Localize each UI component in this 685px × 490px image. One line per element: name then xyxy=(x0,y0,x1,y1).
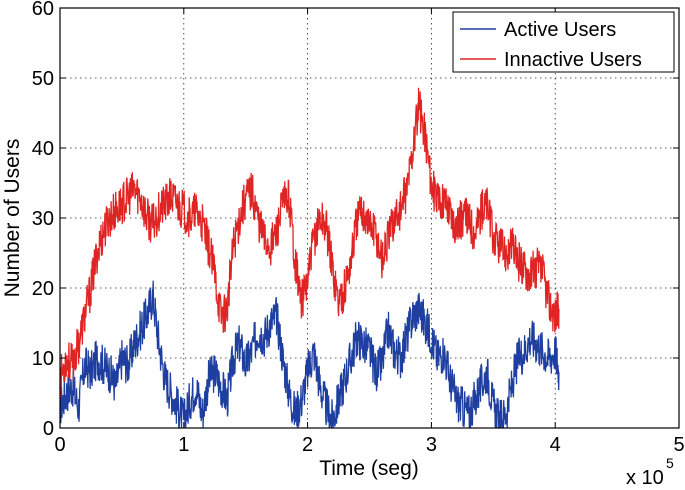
x-tick-label: 5 xyxy=(673,434,684,456)
y-tick-label: 30 xyxy=(32,208,54,230)
grid-lines xyxy=(60,8,679,428)
series-line-active-users xyxy=(59,280,560,429)
y-tick-label: 40 xyxy=(32,138,54,160)
y-axis-label: Number of Users xyxy=(1,139,24,298)
x-tick-label: 1 xyxy=(178,434,189,456)
y-tick-label: 10 xyxy=(32,348,54,370)
series-line-innactive-users xyxy=(59,87,560,399)
x-multiplier-exponent: 5 xyxy=(666,455,674,471)
y-tick-label: 60 xyxy=(32,0,54,20)
x-axis-label: Time (seg) xyxy=(319,457,419,480)
y-tick-label: 20 xyxy=(32,278,54,300)
legend-label-active-users: Active Users xyxy=(504,19,616,41)
legend-box xyxy=(452,11,675,73)
y-tick-label: 0 xyxy=(43,418,54,440)
x-tick-label: 0 xyxy=(54,434,65,456)
legend-label-innactive-users: Innactive Users xyxy=(504,49,642,71)
y-tick-label: 50 xyxy=(32,68,54,90)
legend: Active Users Innactive Users xyxy=(452,11,675,73)
x-tick-label: 3 xyxy=(426,434,437,456)
x-multiplier-label: x 10 xyxy=(626,467,664,489)
x-tick-label: 4 xyxy=(550,434,561,456)
x-tick-label: 2 xyxy=(302,434,313,456)
